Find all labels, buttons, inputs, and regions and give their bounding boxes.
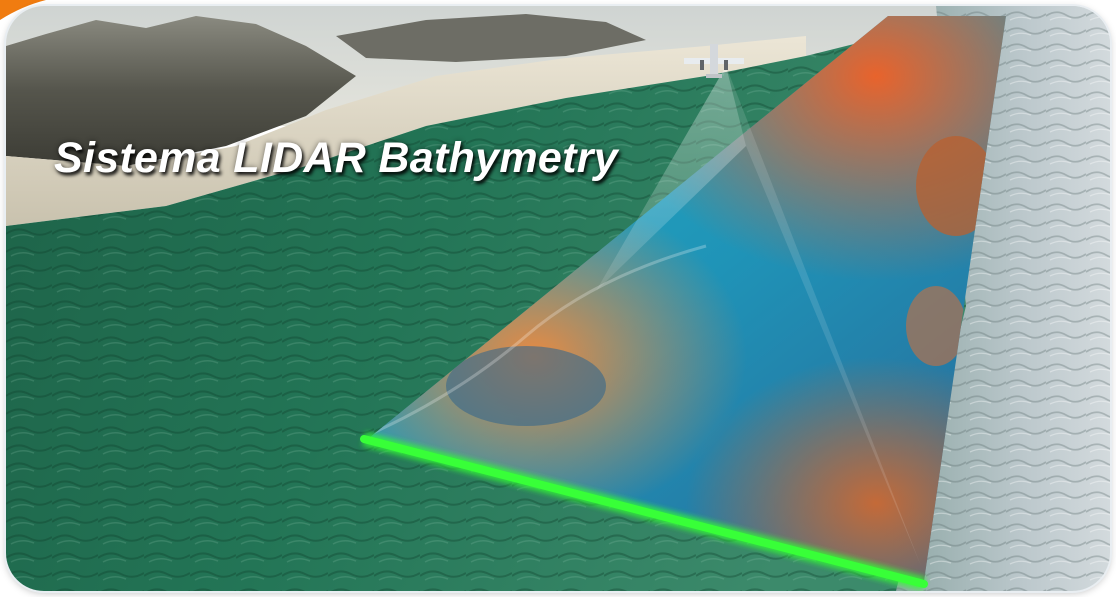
lidar-bathymetry-scene xyxy=(6,6,1110,591)
page-title: Sistema LIDAR Bathymetry xyxy=(54,134,618,182)
mountain-left xyxy=(6,16,356,166)
aircraft-icon xyxy=(684,44,744,78)
laser-beam xyxy=(596,66,746,291)
image-frame: Sistema LIDAR Bathymetry xyxy=(6,6,1110,591)
scan-line xyxy=(360,435,928,588)
mountain-far xyxy=(336,14,646,62)
orange-corner-accent xyxy=(0,0,46,20)
beach xyxy=(6,36,806,226)
